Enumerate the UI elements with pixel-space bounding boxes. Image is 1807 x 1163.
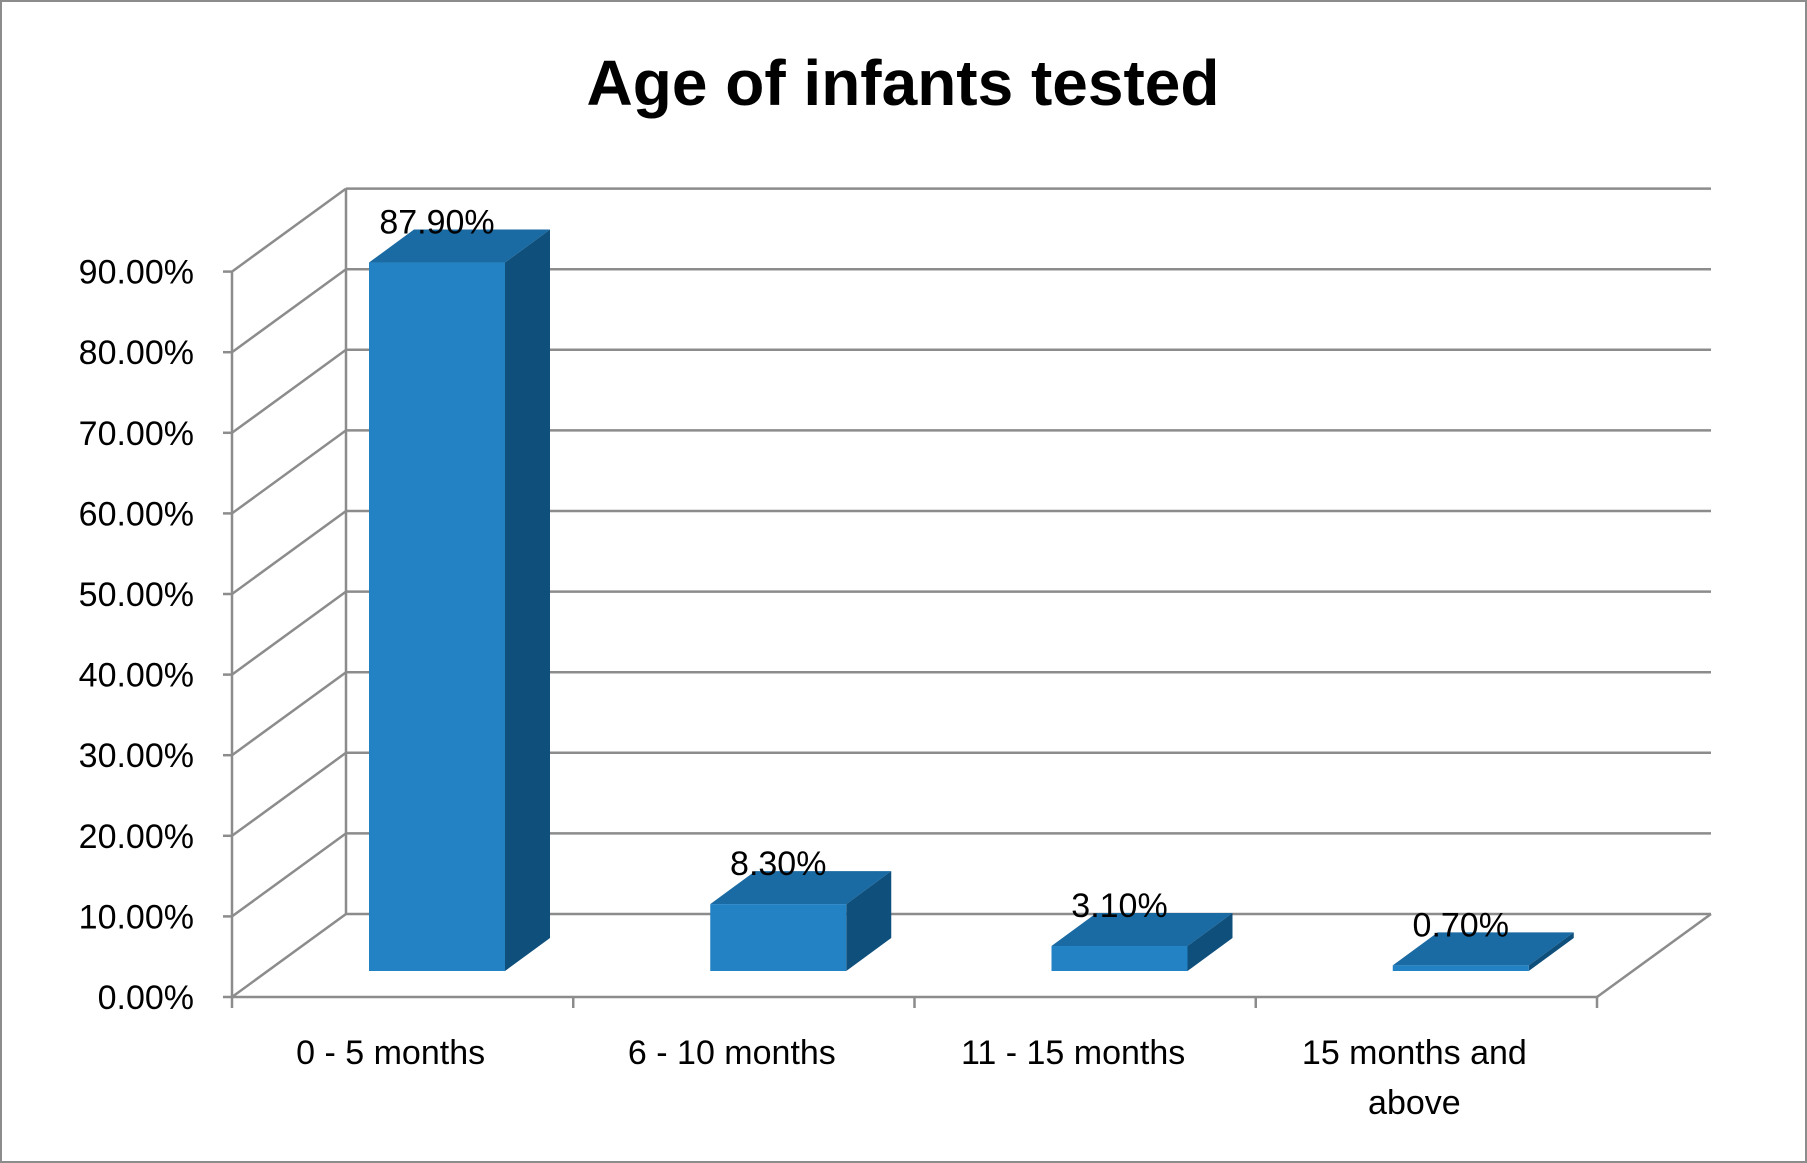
gridlines — [231, 187, 1711, 999]
gridline-side — [231, 187, 347, 273]
chart-title: Age of infants tested — [587, 47, 1220, 119]
bar — [1051, 913, 1233, 971]
bar — [369, 229, 550, 971]
y-tick-label: 50.00% — [79, 576, 194, 614]
x-category-label: 15 months and above — [1302, 1034, 1527, 1122]
bar-top — [710, 871, 892, 905]
gridline-side — [231, 429, 347, 515]
gridline-side — [231, 509, 347, 596]
y-tick-label: 20.00% — [79, 818, 194, 856]
gridline-side — [231, 832, 347, 918]
bar-front — [369, 262, 505, 971]
data-label: 3.10% — [1071, 887, 1167, 925]
bar-top — [369, 229, 550, 263]
y-tick-label: 80.00% — [79, 334, 194, 372]
bar-side — [1187, 913, 1233, 971]
bar-top — [1051, 913, 1233, 947]
gridline-side — [231, 590, 347, 676]
bar-front — [1051, 946, 1188, 971]
x-category-label: 0 - 5 months — [296, 1034, 485, 1072]
data-label: 0.70% — [1413, 906, 1509, 944]
floor-right-edge — [1596, 912, 1712, 999]
data-label: 8.30% — [730, 845, 826, 883]
bar — [710, 871, 892, 971]
x-category-label: 11 - 15 months — [961, 1034, 1185, 1072]
y-tick-label: 90.00% — [79, 254, 194, 292]
bar-front — [710, 904, 847, 971]
gridline-side — [231, 268, 347, 354]
bar-side — [846, 871, 892, 971]
y-tick-label: 30.00% — [79, 737, 194, 775]
bar-side — [1528, 932, 1574, 971]
y-tick-label: 10.00% — [79, 898, 194, 936]
bar-side — [505, 229, 550, 971]
bar — [1392, 932, 1574, 971]
y-tick-label: 0.00% — [98, 979, 194, 1017]
data-label: 87.90% — [379, 204, 494, 242]
x-category-label: 6 - 10 months — [628, 1034, 836, 1072]
bar-front — [1392, 965, 1529, 971]
gridline-side — [231, 348, 347, 434]
bars — [369, 229, 1574, 971]
y-tick-label: 40.00% — [79, 657, 194, 695]
y-axis-tick-labels: 0.00% 10.00% 20.00% 30.00% 40.00% 50.00% 60.00… — [79, 254, 194, 1017]
gridline-side — [231, 912, 347, 999]
gridline-side — [231, 671, 347, 757]
data-labels: 87.90% 8.30% 3.10% 0.70% — [379, 204, 1509, 945]
bar-top — [1392, 932, 1574, 966]
gridline-side — [231, 751, 347, 837]
x-axis-category-labels: 0 - 5 months 6 - 10 months 11 - 15 months 1… — [296, 1034, 1527, 1122]
y-tick-label: 60.00% — [79, 495, 194, 533]
y-tick-label: 70.00% — [79, 415, 194, 453]
axes — [223, 188, 1712, 1008]
